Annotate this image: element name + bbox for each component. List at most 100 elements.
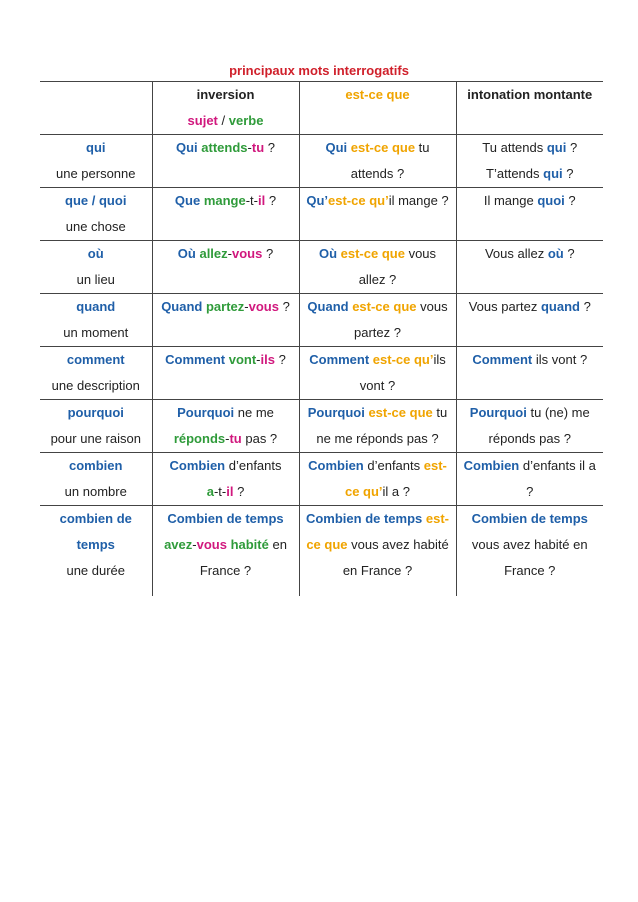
inversion-cell-segment: pas ?: [241, 431, 278, 446]
inversion-cell-segment: France ?: [199, 563, 252, 578]
inversion-cell-segment: vous: [248, 299, 279, 314]
intonation-cell-line: France ?: [459, 558, 602, 584]
intonation-cell-segment: quoi: [537, 193, 565, 208]
inversion-cell-line: Pourquoi ne me: [155, 400, 297, 426]
est-ce-que-cell-line: attends ?: [302, 161, 454, 187]
intonation-cell-segment: France ?: [504, 563, 556, 578]
interrogative-word: comment: [66, 352, 125, 367]
intonation-cell-segment: Pourquoi: [469, 405, 527, 420]
inversion-cell-segment: ?: [278, 299, 290, 314]
inversion-cell-segment: ?: [233, 484, 245, 499]
est-ce-que-cell-segment: est-ce qu’: [328, 193, 389, 208]
est-ce-que-cell: Où est-ce que vous allez ?: [298, 240, 456, 294]
est-ce-que-cell-line: Comment est-ce qu’ils: [302, 347, 454, 373]
intonation-cell: Tu attends qui ? T’attends qui ?: [455, 134, 603, 188]
interrogative-word: combien: [69, 458, 123, 473]
intonation-cell-segment: Comment: [472, 352, 533, 367]
header-text-line: est-ce que: [302, 82, 454, 108]
inversion-cell-segment: attends: [201, 140, 248, 155]
est-ce-que-cell-segment: attends ?: [350, 166, 405, 181]
interrogative-description: un nombre: [64, 484, 127, 499]
est-ce-que-cell-segment: Où: [318, 246, 341, 261]
inversion-cell-line: Que mange-t-il ?: [155, 188, 297, 214]
intonation-cell-segment: réponds pas ?: [488, 431, 571, 446]
est-ce-que-cell-line: Pourquoi est-ce que tu: [302, 400, 454, 426]
est-ce-que-cell-segment: ne me réponds pas ?: [316, 431, 439, 446]
interrogative-cell: combien un nombre: [40, 452, 152, 506]
inversion-cell: Comment vont-ils ?: [151, 346, 299, 400]
table-row: pourquoi pour une raison Pourquoi ne me rép…: [40, 399, 603, 453]
est-ce-que-cell-line: ce qu’il a ?: [302, 479, 454, 505]
header-intonation: intonation montante: [455, 81, 603, 135]
inversion-cell-segment: -: [244, 299, 249, 314]
interrogative-description: une personne: [55, 166, 136, 181]
inversion-cell-segment: -: [227, 246, 232, 261]
est-ce-que-cell-line: vont ?: [302, 373, 454, 399]
inversion-cell-segment: ils: [260, 352, 275, 367]
interrogative-description: une durée: [66, 563, 126, 578]
inversion-cell-segment: Où: [177, 246, 200, 261]
interrogative-cell: pourquoi pour une raison: [40, 399, 152, 453]
intonation-cell-segment: Tu attends: [482, 140, 547, 155]
header-text-segment: sujet: [187, 113, 218, 128]
est-ce-que-cell-segment: il a ?: [382, 484, 411, 499]
est-ce-que-cell-segment: en France ?: [342, 563, 413, 578]
intonation-cell-line: Comment ils vont ?: [459, 347, 602, 373]
intonation-cell-segment: qui: [543, 166, 563, 181]
est-ce-que-cell-segment: est-ce qu’: [372, 352, 434, 367]
est-ce-que-cell-segment: est-ce que: [368, 405, 433, 420]
inversion-cell-line: Combien de temps: [155, 506, 297, 532]
inversion-cell-segment: ?: [274, 352, 286, 367]
inversion-cell-segment: ?: [262, 246, 274, 261]
inversion-cell-line: Où allez-vous ?: [155, 241, 297, 267]
intonation-cell-segment: ?: [579, 299, 591, 314]
table-row: quand un moment Quand partez-vous ? Quand e…: [40, 293, 603, 347]
est-ce-que-cell-line: ne me réponds pas ?: [302, 426, 454, 452]
est-ce-que-cell-segment: vous avez habité: [347, 537, 449, 552]
est-ce-que-cell-segment: allez ?: [358, 272, 397, 287]
interrogative-cell: qui une personne: [40, 134, 152, 188]
inversion-cell-line: Combien d’enfants: [155, 453, 297, 479]
inversion-cell-segment: -: [256, 352, 261, 367]
header-est-ce-que: est-ce que: [298, 81, 456, 135]
intonation-cell-line: Tu attends qui ?: [459, 135, 602, 161]
intonation-cell-segment: ?: [563, 246, 575, 261]
inversion-cell-segment: ne me: [234, 405, 274, 420]
est-ce-que-cell-segment: Combien: [308, 458, 364, 473]
est-ce-que-cell-segment: tu: [432, 405, 448, 420]
header-text-segment: /: [217, 113, 229, 128]
intonation-cell-segment: ?: [562, 166, 574, 181]
inversion-cell-segment: en: [268, 537, 287, 552]
inversion-cell-segment: tu: [251, 140, 265, 155]
inversion-cell-segment: a: [206, 484, 214, 499]
interrogative-description: une chose: [65, 219, 126, 234]
intonation-cell: Vous partez quand ?: [455, 293, 603, 347]
inversion-cell-line: réponds-tu pas ?: [155, 426, 297, 452]
intonation-cell-line: Combien de temps: [459, 506, 602, 532]
header-text-segment: intonation montante: [467, 87, 593, 102]
inversion-cell-segment: Que: [174, 193, 204, 208]
table-row: où un lieu Où allez-vous ? Où est-ce que vo…: [40, 240, 603, 294]
inversion-cell: Pourquoi ne me réponds-tu pas ?: [151, 399, 299, 453]
est-ce-que-cell-segment: est-: [425, 511, 450, 526]
est-ce-que-cell-segment: Comment: [309, 352, 373, 367]
est-ce-que-cell: Combien de temps est-ce que vous avez ha…: [298, 505, 456, 596]
inversion-cell-line: avez-vous habité en: [155, 532, 297, 558]
est-ce-que-cell-line: Où est-ce que vous: [302, 241, 454, 267]
intonation-cell: Vous allez où ?: [455, 240, 603, 294]
est-ce-que-cell-line: partez ?: [302, 320, 454, 346]
intonation-cell-segment: Vous allez: [484, 246, 548, 261]
intonation-cell-segment: Vous partez: [468, 299, 541, 314]
interrogative-description: un moment: [63, 325, 129, 340]
intonation-cell-segment: ?: [564, 193, 576, 208]
intonation-cell-segment: ils vont ?: [532, 352, 588, 367]
est-ce-que-cell-line: Quand est-ce que vous: [302, 294, 454, 320]
table-row: qui une personne Qui attends-tu ? Qui est-c…: [40, 134, 603, 188]
est-ce-que-cell-segment: Pourquoi: [307, 405, 369, 420]
interrogative-word: pourquoi: [67, 405, 124, 420]
interrogative-description: pour une raison: [50, 431, 141, 446]
interrogative-description: un lieu: [76, 272, 115, 287]
intonation-cell: Il mange quoi ?: [455, 187, 603, 241]
est-ce-que-cell: Combien d’enfants est-ce qu’il a ?: [298, 452, 456, 506]
inversion-cell-segment: ?: [264, 140, 275, 155]
